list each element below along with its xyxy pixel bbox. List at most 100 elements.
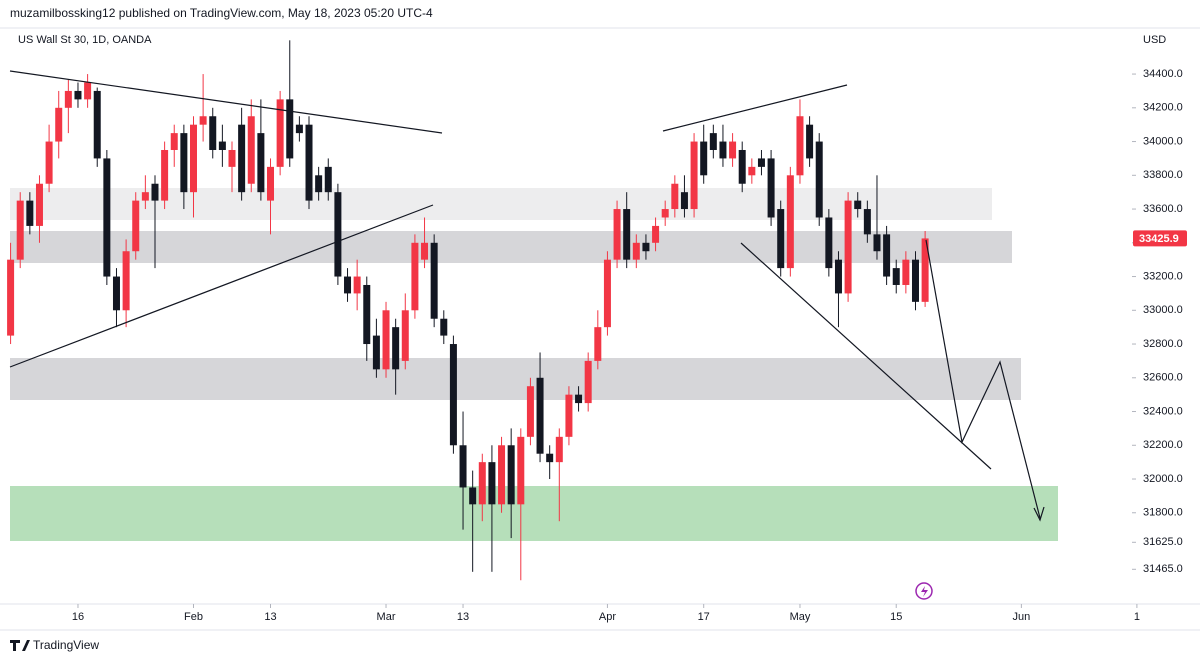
- candle-body: [555, 436, 563, 463]
- candle-body: [430, 242, 438, 319]
- candle-body: [267, 166, 275, 201]
- candle-body: [565, 394, 573, 437]
- candle-body: [238, 124, 246, 193]
- candle-body: [26, 200, 34, 226]
- y-tick-label: 34200.0: [1143, 102, 1183, 114]
- candle-body: [680, 192, 688, 210]
- candle-body: [180, 133, 188, 193]
- candle-body: [295, 124, 303, 134]
- candle-body: [806, 124, 814, 159]
- candle-body: [883, 234, 891, 277]
- y-tick-label: 31625.0: [1143, 536, 1183, 548]
- brand-name: TradingView: [33, 638, 99, 652]
- candle-body: [372, 335, 380, 370]
- y-tick-label: 32400.0: [1143, 405, 1183, 417]
- trend-line: [9, 204, 434, 368]
- y-tick-label: 33600.0: [1143, 203, 1183, 215]
- candle-body: [921, 238, 929, 302]
- candle-body: [488, 462, 496, 505]
- candle-body: [777, 209, 785, 269]
- zone: [10, 231, 1012, 263]
- candle-body: [7, 259, 15, 336]
- candle-body: [738, 149, 746, 184]
- candle-body: [584, 360, 592, 404]
- candle-body: [719, 141, 727, 159]
- candle-body: [247, 116, 255, 184]
- candle-body: [498, 445, 506, 505]
- candle-body: [757, 158, 765, 167]
- y-tick-label: 31465.0: [1143, 563, 1183, 575]
- candle-body: [344, 276, 352, 294]
- candle-body: [392, 327, 400, 370]
- candle-body: [315, 175, 323, 193]
- y-tick-label: 32000.0: [1143, 473, 1183, 485]
- candle-body: [449, 344, 457, 446]
- y-tick-label: 32600.0: [1143, 372, 1183, 384]
- candle-body: [729, 141, 737, 159]
- x-tick-label: 16: [72, 611, 84, 623]
- y-tick-label: 34000.0: [1143, 135, 1183, 147]
- y-tick-label: 33800.0: [1143, 169, 1183, 181]
- x-tick-label: Mar: [377, 611, 396, 623]
- y-tick-label: 32200.0: [1143, 439, 1183, 451]
- candle-body: [257, 133, 265, 193]
- candle-body: [132, 200, 140, 252]
- candle-body: [276, 99, 284, 167]
- candle-body: [613, 209, 621, 260]
- candle-body: [652, 225, 660, 243]
- candle-body: [825, 217, 833, 269]
- event-icon-bolt: [921, 586, 928, 597]
- candle-body: [199, 116, 207, 125]
- candle-body: [594, 327, 602, 361]
- candle-body: [55, 107, 63, 142]
- candle-body: [305, 124, 313, 201]
- candle-body: [189, 124, 197, 193]
- candle-body: [892, 268, 900, 285]
- candle-body: [421, 242, 429, 260]
- candle-body: [863, 209, 871, 235]
- x-tick-label: 15: [890, 611, 902, 623]
- zone: [10, 486, 1058, 541]
- candles: [7, 40, 929, 581]
- candle-body: [642, 242, 650, 252]
- candle-body: [575, 394, 583, 404]
- x-tick-label: Apr: [599, 611, 616, 623]
- candle-body: [45, 141, 53, 184]
- candle-body: [854, 200, 862, 210]
- x-tick-label: 13: [264, 611, 276, 623]
- candle-body: [526, 386, 534, 437]
- candle-body: [546, 453, 554, 463]
- candle-body: [93, 90, 101, 159]
- candle-body: [151, 183, 159, 201]
- candle-body: [623, 209, 631, 260]
- x-tick-label: Feb: [184, 611, 203, 623]
- candle-body: [902, 259, 910, 285]
- candle-body: [161, 149, 169, 201]
- x-tick-label: 13: [457, 611, 469, 623]
- x-tick-label: Jun: [1013, 611, 1031, 623]
- candle-body: [536, 377, 544, 454]
- zone: [10, 188, 992, 220]
- zone: [10, 358, 1021, 400]
- candle-body: [411, 242, 419, 311]
- candle-body: [35, 183, 43, 226]
- y-axis: 34400.034200.034000.033800.033600.033400…: [1132, 68, 1183, 575]
- x-tick-label: May: [790, 611, 811, 623]
- trend-line: [9, 70, 443, 134]
- y-tick-label: 32800.0: [1143, 338, 1183, 350]
- drawings: [9, 70, 1045, 522]
- candle-body: [103, 158, 111, 277]
- candle-body: [632, 242, 640, 260]
- candle-body: [16, 200, 24, 260]
- currency-label: USD: [1143, 34, 1166, 46]
- candle-body: [748, 166, 756, 176]
- brand-logo: [10, 640, 30, 651]
- candle-body: [796, 116, 804, 176]
- candle-body: [786, 175, 794, 269]
- candle-body: [517, 436, 525, 505]
- y-tick-label: 33200.0: [1143, 270, 1183, 282]
- candle-body: [122, 251, 130, 311]
- candle-body: [844, 200, 852, 294]
- candle-body: [469, 487, 477, 505]
